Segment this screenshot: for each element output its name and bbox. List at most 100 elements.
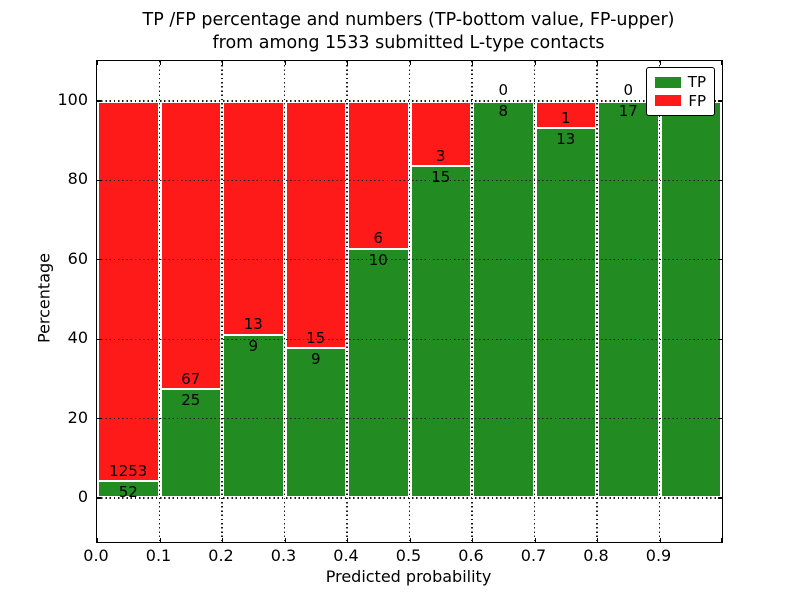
- y-tick-mark: [97, 259, 101, 261]
- fp-count-label: 13: [243, 315, 263, 334]
- y-tick-mark: [718, 497, 722, 499]
- fp-count-label: 1253: [109, 461, 148, 480]
- legend-item: TP: [655, 74, 706, 90]
- tp-segment: [286, 347, 345, 496]
- tp-count-label: 9: [310, 350, 321, 369]
- stacked-bar: [534, 101, 597, 498]
- x-tick-mark: [284, 538, 286, 542]
- fp-count-label: 3: [435, 146, 446, 165]
- chart-title-line2: from among 1533 submitted L-type contact…: [212, 33, 605, 53]
- x-tick-label: 0.4: [333, 546, 359, 565]
- x-tick-mark: [409, 61, 411, 65]
- y-tick-mark: [718, 418, 722, 420]
- fp-segment: [536, 103, 595, 128]
- x-tick-label: 0.6: [458, 546, 484, 565]
- y-tick-mark: [97, 338, 101, 340]
- fp-count-label: 15: [306, 328, 326, 347]
- x-tick-label: 0.2: [208, 546, 234, 565]
- fp-count-label: 1: [560, 108, 571, 127]
- x-tick-mark: [659, 538, 661, 542]
- stacked-bar: [409, 101, 472, 498]
- x-tick-mark: [659, 61, 661, 65]
- stacked-bar: [347, 101, 410, 498]
- x-tick-mark: [720, 538, 722, 542]
- x-tick-mark: [159, 538, 161, 542]
- x-axis-label: Predicted probability: [325, 567, 492, 586]
- x-tick-mark: [347, 61, 349, 65]
- fp-segment: [349, 103, 408, 248]
- tp-count-label: 52: [118, 483, 138, 502]
- y-tick-mark: [718, 338, 722, 340]
- fp-segment: [161, 103, 220, 389]
- fp-swatch-icon: [655, 95, 681, 107]
- tp-swatch-icon: [655, 76, 681, 88]
- stacked-bar: [159, 101, 222, 498]
- fp-count-label: 0: [623, 80, 634, 99]
- y-tick-mark: [97, 100, 101, 102]
- x-tick-label: 0.0: [83, 546, 109, 565]
- x-gridline: [158, 61, 161, 542]
- y-tick-mark: [97, 179, 101, 181]
- y-tick-mark: [718, 100, 722, 102]
- x-tick-mark: [222, 61, 224, 65]
- tp-segment: [161, 388, 220, 496]
- tp-segment: [99, 480, 158, 496]
- tp-count-label: 9: [248, 336, 259, 355]
- y-tick-label: 40: [67, 328, 88, 348]
- x-gridline: [658, 61, 661, 542]
- tp-count-label: 10: [368, 250, 388, 269]
- fp-count-label: 0: [498, 80, 509, 99]
- stacked-bar: [222, 101, 285, 498]
- x-gridline: [471, 61, 473, 542]
- x-tick-mark: [472, 538, 474, 542]
- x-gridline: [283, 61, 286, 542]
- x-tick-mark: [284, 61, 286, 65]
- tp-count-label: 17: [618, 102, 638, 120]
- x-tick-label: 0.1: [145, 546, 172, 565]
- x-tick-label: 0.3: [270, 546, 297, 565]
- x-tick-mark: [597, 61, 599, 65]
- y-tick-label: 0: [77, 487, 88, 506]
- fp-segment: [224, 103, 283, 334]
- fp-count-label: 67: [181, 369, 201, 388]
- x-tick-mark: [347, 538, 349, 542]
- fp-segment: [99, 103, 158, 481]
- chart-title: TP /FP percentage and numbers (TP-bottom…: [96, 9, 721, 55]
- stacked-bar: [97, 101, 160, 498]
- x-tick-label: 0.5: [395, 546, 422, 565]
- x-gridline: [346, 61, 348, 542]
- fp-segment: [286, 103, 345, 348]
- x-tick-mark: [222, 538, 224, 542]
- x-tick-mark: [472, 61, 474, 65]
- legend: TP FP: [646, 67, 715, 116]
- y-tick-mark: [97, 497, 101, 499]
- legend-item: FP: [655, 93, 706, 109]
- y-tick-mark: [718, 179, 722, 181]
- stacked-bar: [284, 101, 347, 498]
- x-tick-mark: [534, 61, 536, 65]
- x-tick-label: 0.9: [645, 546, 672, 565]
- tp-count-label: 15: [431, 168, 451, 187]
- tp-count-label: 25: [181, 391, 201, 410]
- tp-segment: [661, 103, 720, 496]
- tp-segment: [411, 165, 470, 496]
- tp-segment: [536, 127, 595, 496]
- legend-item-label: FP: [688, 91, 706, 110]
- chart-title-line1: TP /FP percentage and numbers (TP-bottom…: [142, 10, 675, 30]
- legend-item-label: TP: [687, 73, 706, 92]
- x-tick-mark: [720, 61, 722, 65]
- y-tick-label: 60: [67, 248, 88, 268]
- tp-segment: [599, 103, 658, 496]
- x-tick-mark: [597, 538, 599, 542]
- fp-segment: [411, 103, 470, 166]
- x-gridline: [221, 61, 223, 542]
- tp-segment: [474, 103, 533, 496]
- stacked-bar: [472, 101, 535, 498]
- y-tick-mark: [97, 418, 101, 420]
- y-tick-label: 100: [57, 90, 88, 109]
- x-tick-mark: [159, 61, 161, 65]
- x-tick-mark: [97, 61, 99, 65]
- y-tick-label: 80: [67, 169, 88, 189]
- x-tick-mark: [409, 538, 411, 542]
